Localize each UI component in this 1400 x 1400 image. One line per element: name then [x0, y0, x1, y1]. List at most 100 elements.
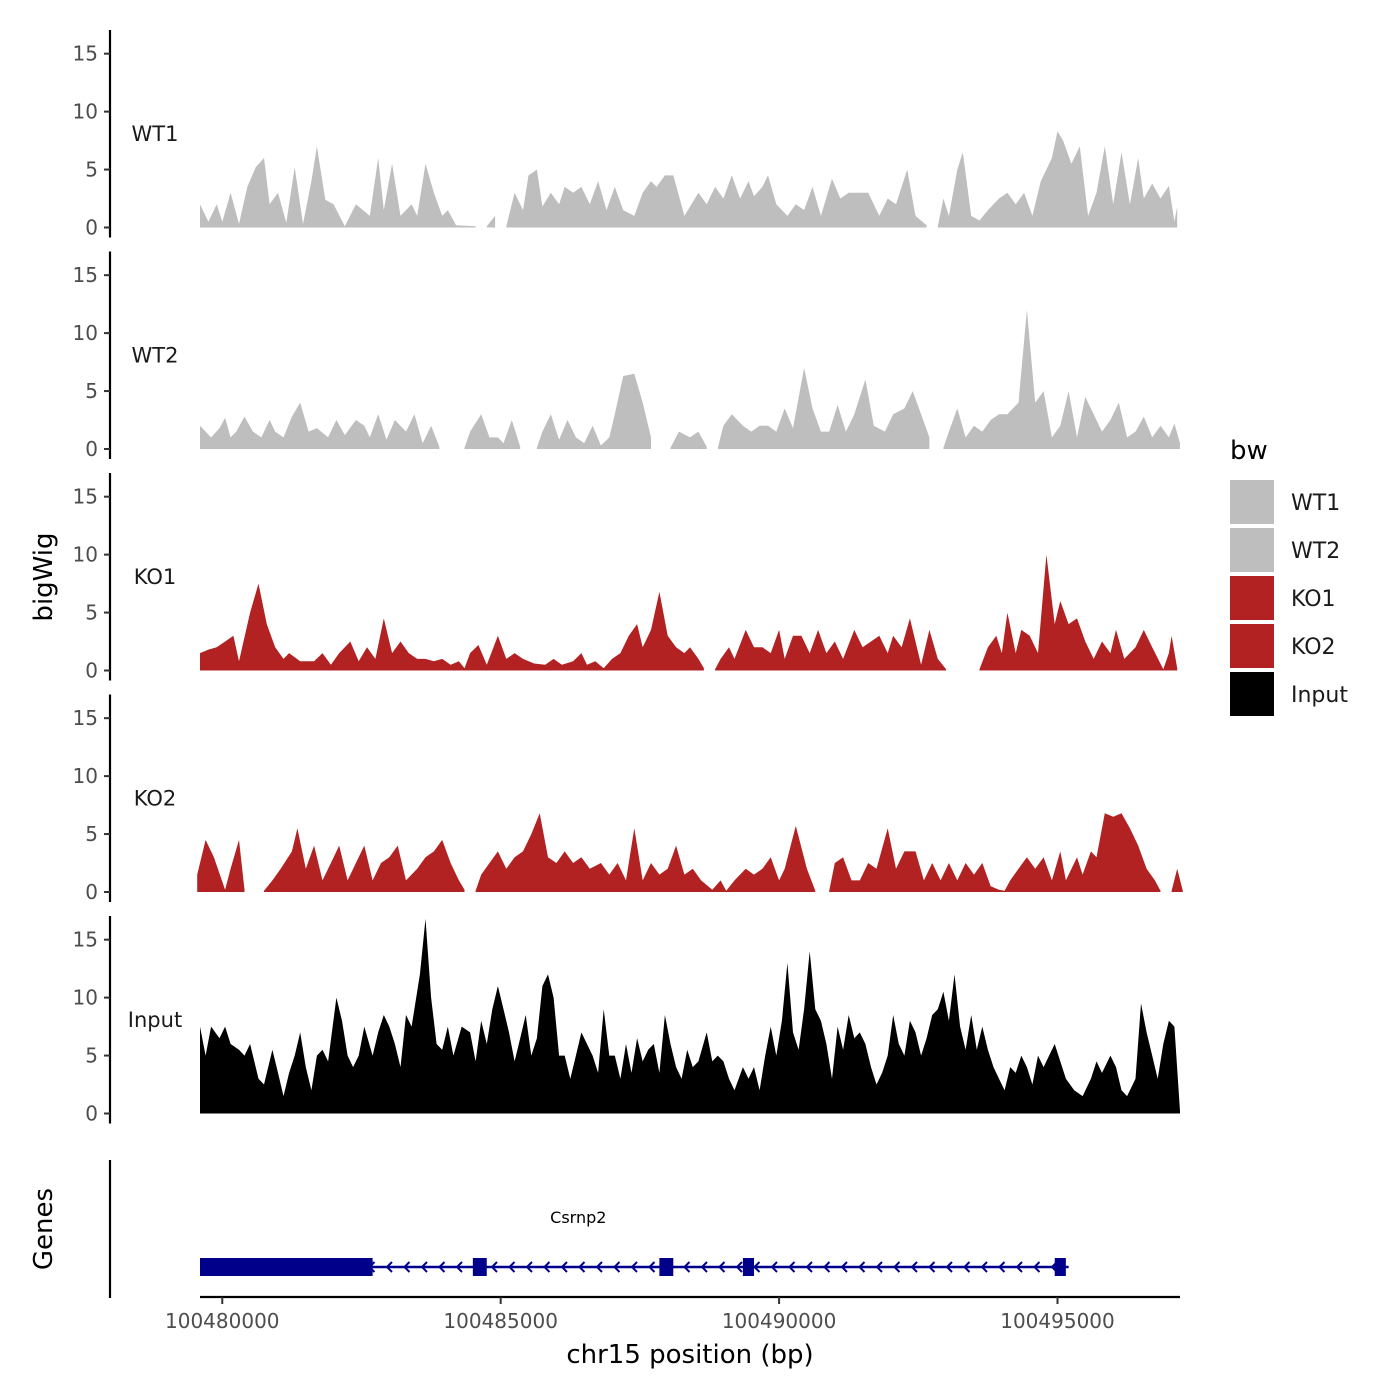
legend-key-ko2 [1230, 624, 1274, 668]
signal-area-ko2 [197, 839, 245, 892]
gene-exon [1054, 1258, 1066, 1276]
gene-strand-arrow [928, 1261, 936, 1273]
signal-area-wt2 [943, 309, 1180, 449]
gene-strand-arrow [648, 1261, 656, 1273]
y-tick-label: 10 [73, 764, 98, 788]
legend-label-ko1: KO1 [1291, 587, 1336, 612]
y-tick-label: 10 [73, 100, 98, 124]
gene-strand-arrow [403, 1261, 411, 1273]
gene-name-label: Csrnp2 [550, 1208, 606, 1227]
legend: WT1 WT2 KO1 KO2 Input [1230, 480, 1348, 716]
gene-strand-arrow [998, 1261, 1006, 1273]
x-axis-title: chr15 position (bp) [566, 1340, 813, 1370]
gene-strand-arrow [420, 1261, 428, 1273]
signal-area-ko1 [200, 583, 704, 671]
gene-strand-arrow [438, 1261, 446, 1273]
x-tick-label: 100490000 [722, 1309, 837, 1333]
gene-strand-arrow [963, 1261, 971, 1273]
signal-area-wt2 [200, 402, 440, 449]
gene-strand-arrow [945, 1261, 953, 1273]
gene-strand-arrow [788, 1261, 796, 1273]
gene-strand-arrow [578, 1261, 586, 1273]
gene-panel: Csrnp2 [108, 1160, 1069, 1298]
gene-strand-arrow [700, 1261, 708, 1273]
gene-strand-arrow [543, 1261, 551, 1273]
x-axis: 100480000 100485000 100490000 100495000 [165, 1295, 1180, 1333]
gene-strand-arrow [1015, 1261, 1023, 1273]
gene-strand-arrow [805, 1261, 813, 1273]
legend-key-wt2 [1230, 528, 1274, 572]
track-ko1: 0 5 10 15 KO1 [73, 473, 1178, 683]
gene-strand-arrow [858, 1261, 866, 1273]
y-tick-label: 10 [73, 986, 98, 1010]
gene-exon [742, 1258, 755, 1276]
y-tick-label: 15 [73, 42, 98, 66]
y-tick-label: 0 [85, 437, 98, 461]
track-label: KO1 [134, 565, 177, 589]
legend-label-wt2: WT2 [1291, 539, 1340, 564]
gene-strand-arrow [910, 1261, 918, 1273]
x-tick-label: 100480000 [165, 1309, 280, 1333]
y-tick-label: 0 [85, 880, 98, 904]
y-tick-label: 15 [73, 928, 98, 952]
gene-strand-arrow [525, 1261, 533, 1273]
signal-area-input [200, 918, 1180, 1114]
signal-area-wt2 [670, 431, 707, 449]
y-tick-label: 5 [85, 601, 98, 625]
gene-strand-arrow [840, 1261, 848, 1273]
y-tick-label: 5 [85, 1044, 98, 1068]
gene-strand-arrow [753, 1261, 761, 1273]
y-tick-label: 10 [73, 543, 98, 567]
y-tick-label: 0 [85, 1102, 98, 1126]
gene-strand-arrow [595, 1261, 603, 1273]
track-input: 0 5 10 15 Input [73, 916, 1180, 1126]
gene-strand-arrow [980, 1261, 988, 1273]
gene-strand-arrow [455, 1261, 463, 1273]
y-axis-title: bigWig [29, 532, 59, 621]
signal-area-wt1 [200, 146, 476, 228]
gene-strand-arrow [560, 1261, 568, 1273]
y-tick-label: 10 [73, 321, 98, 345]
signal-area-ko1 [715, 618, 947, 671]
signal-area-wt1 [506, 169, 927, 228]
signal-area-wt2 [464, 414, 521, 449]
legend-label-input: Input [1291, 683, 1348, 708]
gene-strand-arrow [613, 1261, 621, 1273]
track-label: KO2 [134, 787, 177, 811]
gene-strand-arrow [823, 1261, 831, 1273]
track-label: WT2 [132, 344, 179, 368]
legend-label-wt1: WT1 [1291, 491, 1340, 516]
signal-area-wt2 [536, 373, 651, 449]
legend-label-ko2: KO2 [1291, 635, 1336, 660]
gene-strand-arrow [490, 1261, 498, 1273]
legend-title: bw [1230, 436, 1268, 466]
gene-exon [659, 1258, 674, 1276]
signal-area-ko2 [264, 828, 465, 892]
y-tick-label: 15 [73, 706, 98, 730]
gene-strand-arrow [508, 1261, 516, 1273]
gene-strand-arrow [718, 1261, 726, 1273]
signal-area-wt2 [717, 367, 930, 449]
gene-panel-title: Genes [29, 1188, 59, 1270]
y-tick-label: 0 [85, 659, 98, 683]
y-tick-label: 15 [73, 263, 98, 287]
legend-key-ko1 [1230, 576, 1274, 620]
legend-key-wt1 [1230, 480, 1274, 524]
signal-tracks: 0 5 10 15 WT1 0 5 10 15 WT2 0 5 10 15 KO1 0 5 10 15 KO2 0 5 10… [73, 30, 1183, 1126]
track-label: Input [128, 1008, 182, 1032]
gene-strand-arrow [683, 1261, 691, 1273]
y-tick-label: 15 [73, 485, 98, 509]
gene-strand-arrow [385, 1261, 393, 1273]
gene-strand-arrow [893, 1261, 901, 1273]
x-tick-label: 100495000 [1000, 1309, 1115, 1333]
track-ko2: 0 5 10 15 KO2 [73, 694, 1183, 904]
y-tick-label: 5 [85, 379, 98, 403]
gene-strand-arrow [875, 1261, 883, 1273]
gene-strand-arrow [770, 1261, 778, 1273]
x-tick-label: 100485000 [443, 1309, 558, 1333]
gene-exon [472, 1258, 487, 1276]
gene-exon [200, 1258, 373, 1276]
gene-strand-arrow [630, 1261, 638, 1273]
y-tick-label: 5 [85, 822, 98, 846]
